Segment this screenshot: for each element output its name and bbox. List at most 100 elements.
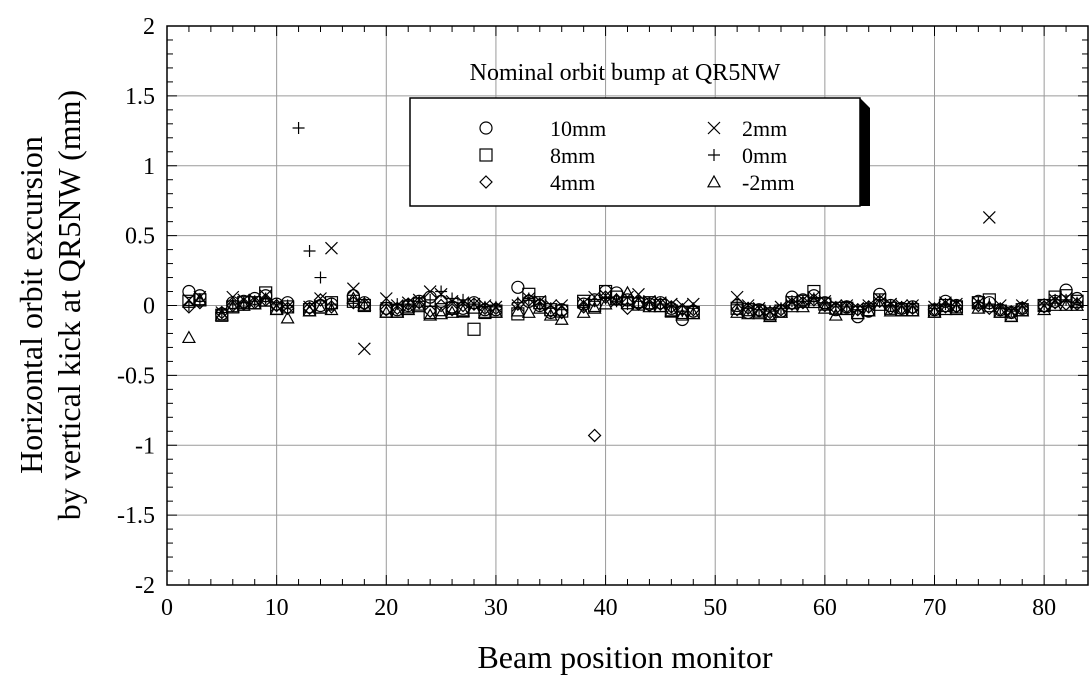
y-tick-label: -0.5 [117, 363, 155, 389]
legend-marker-4mm [479, 175, 493, 189]
data-point--2mm [642, 299, 657, 313]
legend-marker-10mm [479, 121, 493, 135]
data-point--2mm [872, 298, 887, 311]
data-point--2mm [379, 305, 394, 318]
data-point--2mm [1059, 298, 1074, 311]
plot-frame [166, 25, 1089, 586]
data-point-4mm [993, 302, 1008, 317]
data-point--2mm [817, 301, 832, 314]
x-tick-label: 10 [265, 595, 289, 621]
data-point-4mm [982, 301, 997, 316]
y-tick-label: -1.5 [117, 503, 155, 529]
data-point--2mm [730, 305, 745, 318]
legend-label: 0mm [742, 143, 787, 168]
data-point-2mm [730, 290, 744, 304]
data-point--2mm [894, 303, 909, 317]
data-point-4mm [412, 295, 427, 310]
data-point-4mm [434, 298, 448, 313]
data-point-4mm [554, 305, 569, 320]
y-tick-label: 2 [143, 14, 155, 40]
data-point--2mm [313, 301, 328, 314]
data-point-4mm [478, 301, 492, 316]
data-point-0mm [435, 285, 448, 298]
data-point-4mm [631, 297, 646, 311]
data-point-4mm [423, 304, 437, 318]
data-point--2mm [741, 306, 756, 320]
data-point--2mm [434, 306, 449, 320]
data-point-4mm [1048, 295, 1062, 310]
data-point-0mm [807, 292, 820, 305]
data-point-4mm [489, 301, 503, 316]
data-point--2mm [401, 302, 416, 316]
data-point-4mm [587, 428, 602, 443]
data-point-0mm [775, 302, 787, 315]
legend-label: 4mm [550, 170, 595, 195]
data-point-4mm [796, 295, 810, 310]
data-point-4mm [828, 301, 843, 316]
data-point--2mm [675, 308, 690, 321]
data-point-4mm [1037, 300, 1051, 314]
x-tick-label: 80 [1032, 595, 1056, 621]
data-point-4mm [883, 301, 898, 316]
y-tick-label: 0 [143, 294, 155, 320]
y-tick-label: -2 [135, 573, 155, 599]
data-point--2mm [456, 303, 471, 317]
data-point-0mm [182, 299, 195, 312]
data-point--2mm [982, 299, 997, 313]
data-point--2mm [839, 302, 854, 316]
series-0mm [182, 122, 1084, 319]
data-point-8mm [467, 322, 481, 336]
data-point--2mm [532, 301, 547, 314]
y-tick-label: 1 [143, 154, 155, 180]
data-point-10mm [511, 280, 525, 294]
data-point-8mm [423, 305, 437, 320]
data-point--2mm [302, 303, 317, 317]
y-tick-label: 1.5 [125, 84, 155, 110]
data-point--2mm [576, 305, 591, 318]
x-tick-label: 30 [484, 595, 508, 621]
legend-label: -2mm [742, 170, 795, 195]
data-point-0mm [314, 271, 327, 284]
annotation-text: Nominal orbit bump at QR5NW [470, 60, 781, 86]
data-point-4mm [1015, 301, 1030, 316]
data-point--2mm [784, 299, 799, 313]
data-point-0mm [522, 292, 535, 305]
data-point-0mm [665, 300, 678, 313]
data-point-4mm [576, 300, 591, 314]
data-point--2mm [1048, 298, 1063, 311]
data-point-4mm [1004, 305, 1019, 320]
y-tick-labels: 2 1.5 1 0.5 0 -0.5 -1 -1.5 -2 [117, 14, 155, 599]
data-point-4mm [927, 302, 942, 317]
data-point--2mm [445, 305, 460, 318]
data-point-2mm [346, 282, 360, 296]
data-point--2mm [861, 303, 876, 317]
data-point-0mm [446, 292, 459, 305]
data-point--2mm [609, 292, 624, 306]
data-point-4mm [269, 298, 284, 313]
data-point--2mm [192, 292, 207, 306]
data-point--2mm [993, 305, 1008, 318]
minor-ticks [166, 25, 1089, 586]
legend-marker--2mm [706, 174, 722, 188]
data-point-4mm [774, 302, 788, 317]
data-point-4mm [971, 298, 986, 313]
legend-marker-2mm [707, 121, 721, 135]
data-point--2mm [1070, 298, 1085, 311]
data-point--2mm [214, 308, 229, 321]
data-point-4mm [818, 298, 832, 313]
data-point--2mm [686, 306, 701, 320]
legend-box [409, 97, 861, 207]
data-point--2mm [247, 296, 262, 310]
data-point--2mm [280, 310, 295, 324]
data-point-4mm [379, 302, 394, 317]
x-tick-label: 70 [923, 595, 947, 621]
x-tick-label: 40 [594, 595, 618, 621]
data-point-4mm [730, 302, 744, 317]
data-point--2mm [1037, 302, 1052, 316]
data-point--2mm [1004, 309, 1019, 323]
data-point--2mm [752, 306, 767, 320]
data-point--2mm [554, 312, 569, 325]
data-point-2mm [982, 211, 996, 224]
data-point-2mm [226, 290, 240, 304]
data-point--2mm [971, 301, 986, 314]
